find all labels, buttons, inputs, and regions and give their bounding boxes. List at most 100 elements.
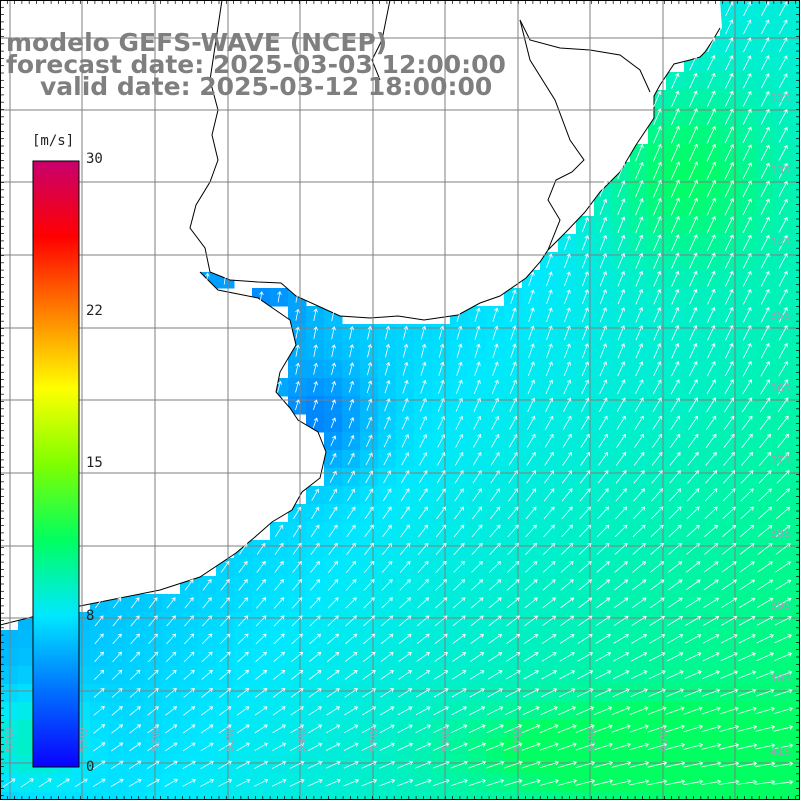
- wind-arrow: [506, 633, 521, 645]
- wind-arrow: [541, 688, 558, 698]
- wind-arrow: [472, 470, 482, 484]
- wind-arrow: [759, 397, 771, 413]
- wind-arrow: [612, 688, 630, 698]
- wind-arrow: [670, 379, 680, 395]
- wind-arrow: [437, 433, 446, 448]
- wind-arrow: [259, 291, 264, 303]
- wind-arrow: [344, 651, 358, 663]
- field-cell: [792, 522, 800, 541]
- wind-arrow: [362, 670, 376, 680]
- wind-arrow: [237, 688, 250, 698]
- wind-arrow: [706, 234, 716, 252]
- wind-arrow: [111, 706, 123, 716]
- wind-arrow: [774, 652, 793, 661]
- wind-arrow: [776, 470, 790, 484]
- wind-arrow: [491, 379, 499, 394]
- wind-arrow: [725, 19, 734, 35]
- wind-arrow: [344, 688, 358, 698]
- wind-arrow: [486, 742, 505, 751]
- wind-arrow: [417, 579, 429, 591]
- wind-arrow: [577, 652, 594, 662]
- wind-arrow: [526, 433, 536, 448]
- wind-arrow: [507, 542, 519, 555]
- wind-arrow: [650, 542, 664, 555]
- wind-arrow: [165, 651, 177, 663]
- wind-arrow: [273, 597, 285, 609]
- wind-arrow: [723, 451, 735, 466]
- wind-arrow: [773, 725, 794, 732]
- wind-arrow: [613, 615, 629, 627]
- wind-arrow: [415, 760, 432, 769]
- wind-arrow: [685, 634, 702, 644]
- wind-arrow: [523, 634, 539, 644]
- wind-arrow: [778, 270, 788, 287]
- wind-arrow: [562, 415, 572, 430]
- wind-arrow: [778, 234, 788, 251]
- wind-arrow: [702, 670, 721, 679]
- wind-arrow: [760, 162, 770, 179]
- wind-arrow: [471, 579, 484, 591]
- wind-arrow: [724, 216, 734, 234]
- wind-arrow: [756, 634, 774, 644]
- wind-arrow: [634, 397, 644, 413]
- wind-arrow: [399, 579, 411, 591]
- field-cell: [0, 756, 19, 775]
- wind-arrow: [469, 706, 486, 716]
- wind-arrow: [347, 470, 355, 483]
- wind-arrow: [653, 343, 662, 359]
- wind-arrow: [20, 778, 34, 788]
- wind-arrow: [652, 379, 662, 395]
- wind-arrow: [330, 435, 337, 447]
- wind-arrow: [220, 560, 230, 573]
- wind-arrow: [129, 688, 141, 698]
- wind-arrow: [635, 252, 644, 269]
- wind-arrow: [164, 760, 178, 770]
- wind-arrow: [689, 55, 698, 71]
- wind-arrow: [94, 633, 104, 645]
- wind-arrow: [755, 761, 776, 768]
- wind-arrow: [273, 669, 286, 680]
- wind-arrow: [741, 433, 753, 448]
- wind-arrow: [380, 670, 395, 680]
- wind-arrow: [384, 361, 391, 376]
- wind-arrow: [724, 179, 734, 198]
- field-cell: [198, 792, 217, 800]
- wind-arrow: [649, 615, 666, 626]
- wind-arrow: [488, 615, 502, 627]
- wind-arrow: [503, 760, 523, 769]
- wind-arrow: [417, 560, 429, 573]
- wind-arrow: [274, 542, 284, 555]
- wind-arrow: [597, 506, 609, 520]
- wind-arrow: [434, 651, 449, 662]
- wind-arrow: [706, 216, 716, 234]
- wind-arrow: [509, 415, 518, 430]
- wind-arrow: [146, 778, 160, 787]
- wind-arrow: [256, 542, 266, 555]
- wind-arrow: [366, 398, 373, 411]
- wind-arrow: [381, 560, 393, 573]
- wind-arrow: [778, 252, 788, 269]
- field-cell: [792, 0, 800, 19]
- wind-arrow: [474, 361, 481, 376]
- wind-arrow: [652, 143, 662, 162]
- wind-arrow: [523, 670, 539, 680]
- wind-arrow: [632, 561, 647, 573]
- land-mass: [0, 0, 722, 625]
- wind-arrow: [414, 778, 432, 787]
- wind-arrow: [492, 343, 499, 359]
- wind-arrow: [560, 542, 574, 555]
- wind-arrow: [725, 306, 734, 323]
- wind-arrow: [256, 597, 267, 609]
- wind-arrow: [182, 724, 196, 734]
- wind-arrow: [743, 55, 752, 71]
- wind-arrow: [526, 451, 536, 466]
- wind-arrow: [738, 615, 756, 626]
- wind-arrow: [205, 272, 210, 285]
- wind-arrow: [508, 433, 518, 448]
- wind-arrow: [707, 306, 716, 323]
- wind-arrow: [277, 290, 282, 303]
- wind-arrow: [724, 198, 734, 216]
- field-cell: [792, 720, 800, 739]
- wind-arrow: [399, 542, 411, 555]
- wind-arrow: [685, 561, 701, 573]
